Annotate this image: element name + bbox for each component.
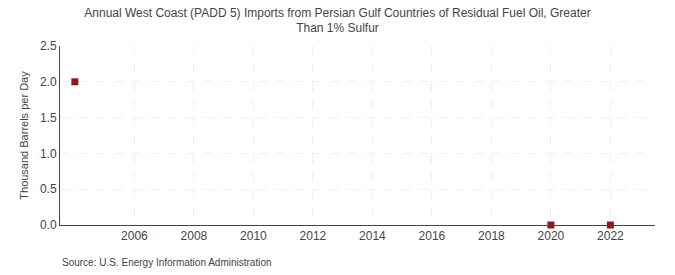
svg-text:1.0: 1.0 [40, 147, 57, 161]
svg-text:0.5: 0.5 [40, 182, 57, 196]
svg-text:2016: 2016 [419, 229, 446, 243]
svg-text:2012: 2012 [300, 229, 327, 243]
svg-text:2.5: 2.5 [40, 39, 57, 53]
svg-text:2014: 2014 [359, 229, 386, 243]
svg-text:2010: 2010 [240, 229, 267, 243]
svg-text:Source: U.S. Energy Informatio: Source: U.S. Energy Information Administ… [62, 257, 272, 268]
svg-text:Thousand Barrels per Day: Thousand Barrels per Day [18, 71, 30, 200]
svg-text:2.0: 2.0 [40, 75, 57, 89]
svg-text:2008: 2008 [181, 229, 208, 243]
svg-text:1.5: 1.5 [40, 111, 57, 125]
svg-text:0.0: 0.0 [40, 218, 57, 232]
svg-text:2006: 2006 [121, 229, 148, 243]
svg-text:Annual West Coast (PADD 5) Imp: Annual West Coast (PADD 5) Imports from … [84, 6, 590, 36]
svg-text:2018: 2018 [478, 229, 505, 243]
svg-text:2022: 2022 [597, 229, 624, 243]
svg-text:2020: 2020 [538, 229, 565, 243]
